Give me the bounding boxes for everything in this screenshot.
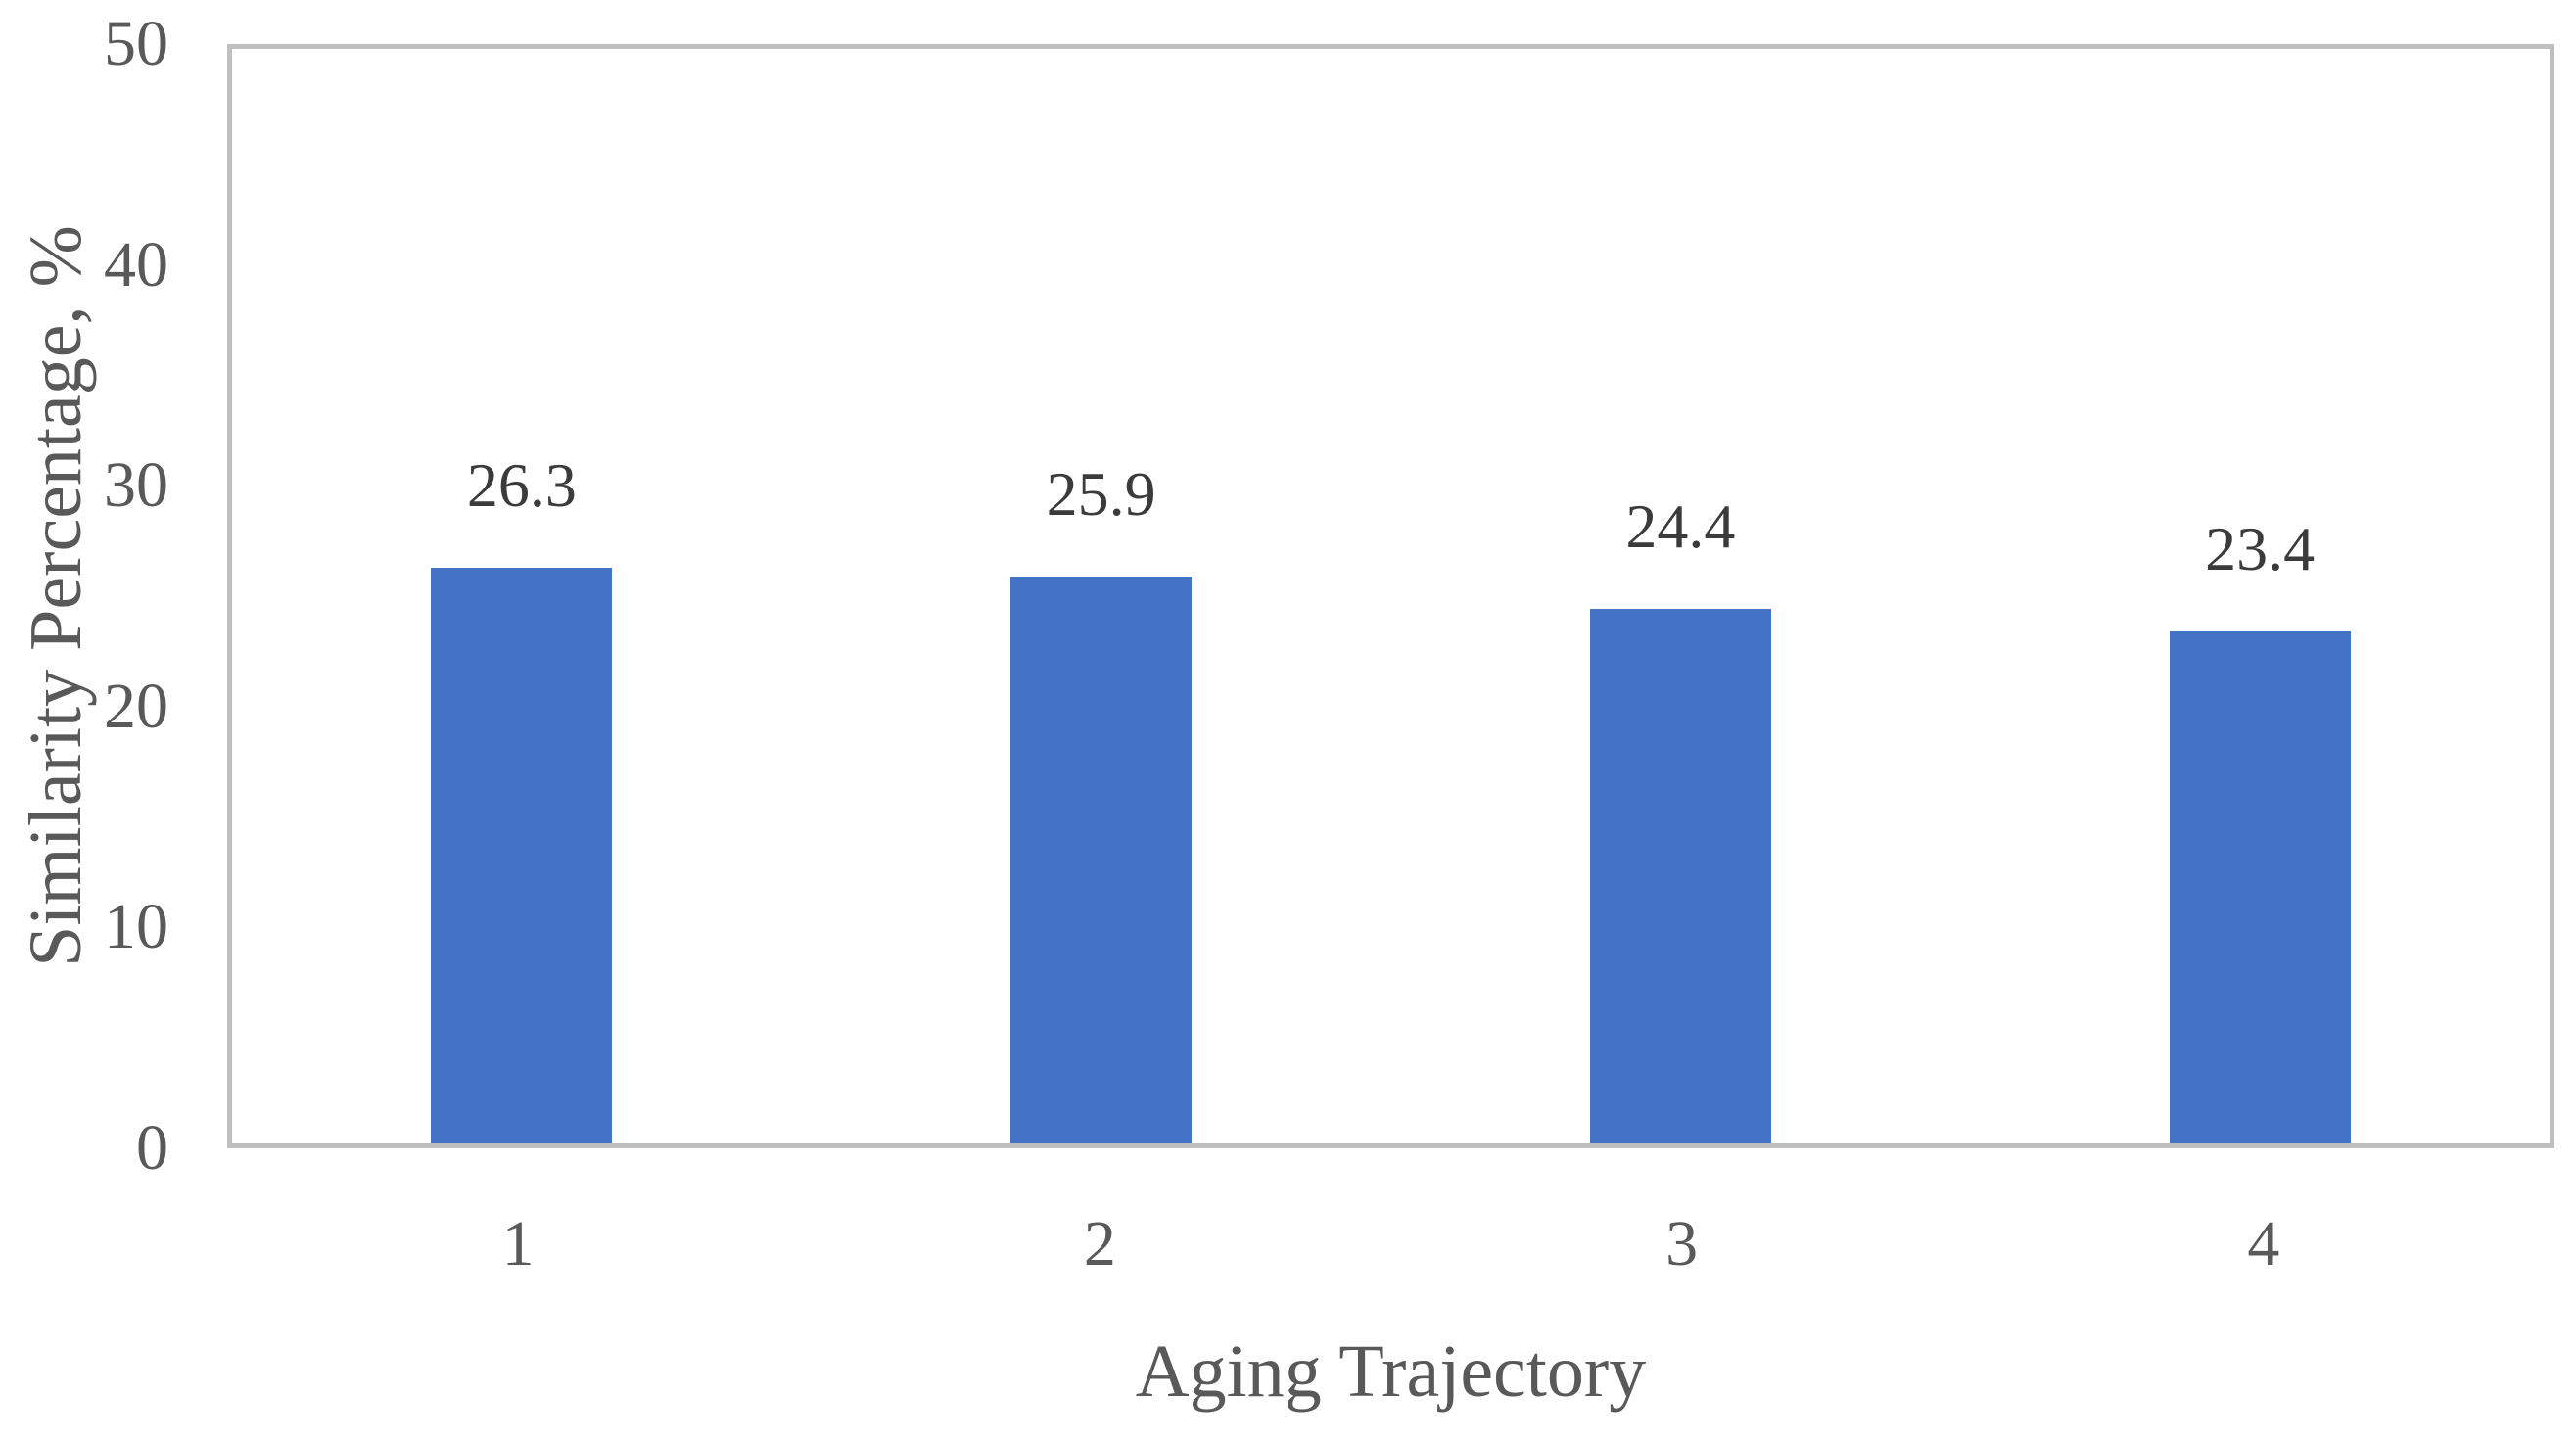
bar xyxy=(1010,576,1193,1143)
bar-slot: 24.4 xyxy=(1391,49,1971,1143)
y-tick-label: 10 xyxy=(104,891,168,963)
bar xyxy=(1589,609,1771,1143)
bar-value-label: 24.4 xyxy=(1625,491,1736,562)
plot-area: 26.3 25.9 24.4 23.4 xyxy=(227,44,2554,1148)
x-tick-label: 4 xyxy=(2247,1208,2280,1279)
bar xyxy=(2169,630,2351,1143)
y-tick-label: 40 xyxy=(104,228,168,301)
x-axis-title: Aging Trajectory xyxy=(1135,1330,1647,1413)
x-tick-label: 2 xyxy=(1083,1208,1116,1279)
y-tick-label: 30 xyxy=(104,449,168,522)
bar-value-label: 26.3 xyxy=(466,449,577,520)
bar-value-label: 23.4 xyxy=(2205,513,2316,583)
bar xyxy=(431,567,613,1143)
x-tick-label: 3 xyxy=(1665,1208,1699,1279)
bar-value-label: 25.9 xyxy=(1046,458,1156,529)
y-tick-label: 20 xyxy=(104,670,168,742)
bar-slot: 26.3 xyxy=(232,49,812,1143)
y-axis-ticks: 50 40 30 20 10 0 xyxy=(0,12,196,1181)
bar-slot: 25.9 xyxy=(812,49,1391,1143)
y-tick-label: 50 xyxy=(104,8,168,79)
x-tick-label: 1 xyxy=(501,1208,535,1279)
bar-slot: 23.4 xyxy=(1970,49,2550,1143)
y-tick-label: 0 xyxy=(136,1112,168,1184)
